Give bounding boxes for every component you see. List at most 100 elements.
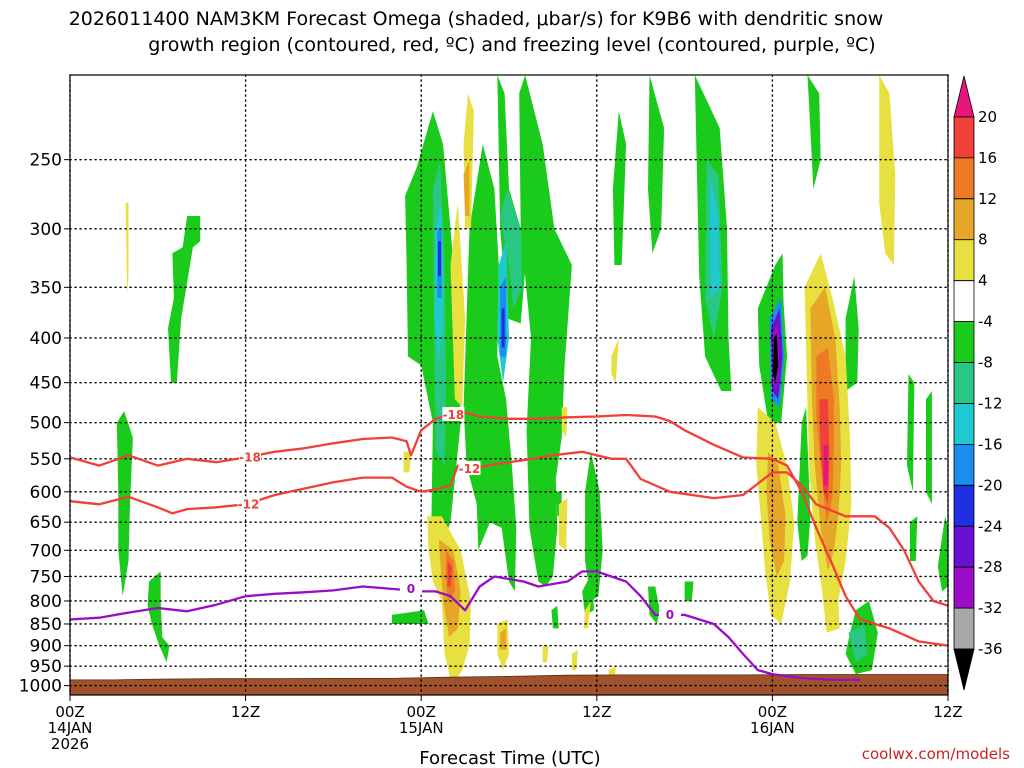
omega-region-69 [823, 444, 828, 486]
omega-region-0 [116, 411, 133, 597]
omega-region-27 [910, 516, 918, 561]
colorbar-label: -32 [978, 599, 1003, 617]
omega-region-44 [773, 333, 779, 383]
plot-area [70, 75, 948, 695]
contour-label-bg [237, 496, 260, 511]
omega-region-64 [766, 451, 786, 577]
colorbar-label: -16 [978, 435, 1003, 453]
y-tick-label: 950 [30, 657, 62, 677]
omega-region-47 [463, 159, 470, 216]
y-tick-label: 1000 [19, 677, 62, 697]
omega-region-18 [937, 516, 948, 592]
colorbar-swatch [953, 198, 975, 241]
colorbar-swatch [953, 362, 975, 404]
colorbar-label: 16 [978, 149, 997, 167]
x-tick-label: 12Z [582, 703, 611, 721]
colorbar-swatch [953, 525, 975, 568]
colorbar-label: -8 [978, 354, 993, 372]
contour-label: -18 [239, 450, 261, 464]
contour-label-bg [399, 580, 422, 595]
omega-region-32 [848, 624, 868, 663]
x-tick-label: 12Z [933, 703, 962, 721]
colorbar-label: -24 [978, 517, 1003, 535]
y-tick-label: 650 [30, 513, 62, 533]
colorbar-swatch [953, 75, 975, 118]
colorbar-swatch [953, 607, 975, 650]
y-tick-label: 850 [30, 615, 62, 635]
contour-label-bg [658, 606, 681, 621]
omega-region-35 [709, 174, 720, 298]
x-tick-label: 00Z 15JAN [399, 703, 444, 737]
terrain [70, 674, 948, 695]
y-tick-label: 900 [30, 637, 62, 657]
contour-label-bg [458, 461, 481, 476]
omega-region-28 [926, 391, 932, 505]
omega-region-2 [168, 216, 201, 383]
y-tick-label: 350 [30, 278, 62, 298]
colorbar-swatch [953, 403, 975, 445]
colorbar-swatch [953, 280, 975, 322]
axes: 2503003504004505005506006507007508008509… [19, 74, 963, 753]
colorbar-label: 20 [978, 108, 997, 126]
omega-region-1 [147, 571, 170, 663]
colorbar-swatch [953, 321, 975, 363]
colorbar-swatch [953, 484, 975, 527]
omega-region-51 [583, 601, 591, 629]
y-tick-label: 800 [30, 592, 62, 612]
omega-region-21 [391, 610, 429, 624]
colorbar-label: -4 [978, 313, 993, 331]
omega-region-3 [125, 202, 129, 293]
contour-label: -12 [238, 497, 260, 511]
x-tick-label: 00Z 14JAN 2026 [48, 703, 93, 753]
colorbar-label: -12 [978, 394, 1003, 412]
omega-shading [70, 75, 948, 695]
omega-region-53 [571, 649, 578, 671]
omega-region-20 [551, 605, 559, 629]
colorbar-swatch [953, 157, 975, 200]
contour-label: 0 [666, 608, 674, 622]
omega-region-62 [879, 75, 896, 265]
y-tick-label: 550 [30, 450, 62, 470]
y-tick-label: 500 [30, 414, 62, 434]
omega-region-61 [500, 628, 507, 650]
colorbar-label: 8 [978, 231, 988, 249]
colorbar-swatch [953, 116, 975, 159]
y-tick-label: 750 [30, 567, 62, 587]
omega-region-26 [907, 374, 915, 492]
colorbar-label: -36 [978, 640, 1003, 658]
omega-region-23 [648, 586, 660, 624]
omega-region-5 [463, 144, 517, 592]
contour-label: 0 [407, 582, 415, 596]
colorbar-swatch [953, 648, 975, 691]
grid-lines [69, 74, 949, 696]
chart-title-line-1: 2026011400 NAM3KM Forecast Omega (shaded… [69, 8, 884, 30]
omega-region-16 [845, 276, 859, 391]
omega-region-24 [684, 581, 694, 601]
y-tick-label: 400 [30, 329, 62, 349]
contour--12 [69, 450, 949, 607]
x-tick-label: 00Z 16JAN [750, 703, 795, 737]
omega-region-10 [612, 111, 627, 265]
colorbar: 20 16 12 8 4 -4 -8 -12 -16 -20 -24 -28 -32 -36 [953, 75, 1003, 691]
omega-region-45 [450, 202, 466, 408]
colorbar-swatch [953, 239, 975, 282]
y-tick-label: 700 [30, 541, 62, 561]
contour-label-bg [442, 406, 465, 421]
x-tick-label: 12Z [231, 703, 260, 721]
colorbar-label: -20 [978, 476, 1003, 494]
omega-region-30 [500, 188, 523, 309]
contour-label-bg [238, 449, 261, 464]
y-tick-label: 250 [30, 151, 62, 171]
omega-region-48 [558, 498, 568, 551]
omega-region-14 [807, 75, 821, 189]
colorbar-label: 12 [978, 190, 997, 208]
colorbar-swatch [953, 566, 975, 609]
credit-link[interactable]: coolwx.com/models [862, 745, 1010, 763]
omega-region-38 [438, 241, 441, 277]
colorbar-label: -28 [978, 558, 1003, 576]
omega-region-39 [501, 308, 505, 348]
contour-0 [69, 570, 861, 682]
colorbar-label: 4 [978, 272, 988, 290]
omega-region-4 [405, 111, 461, 545]
